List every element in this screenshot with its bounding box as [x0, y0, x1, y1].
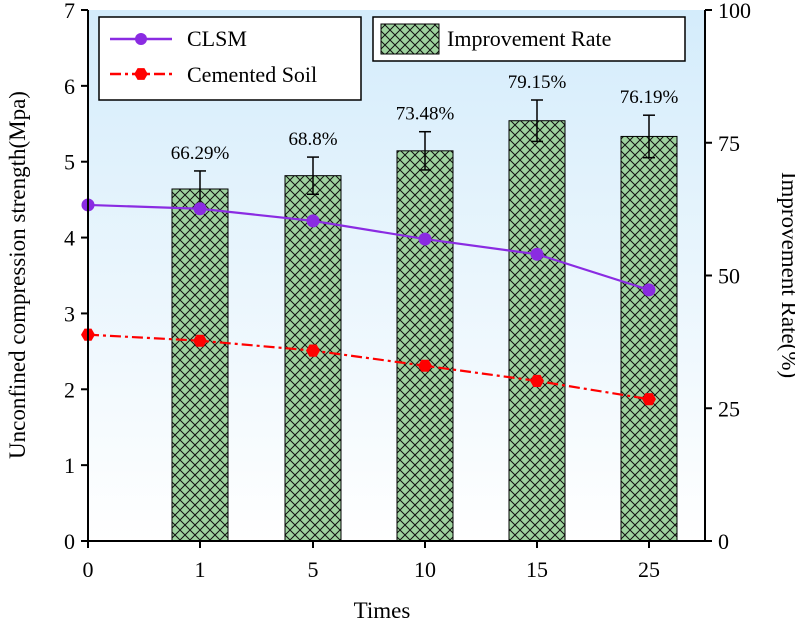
data-label-5: 68.8% — [288, 129, 337, 150]
x-tick-label-15: 15 — [526, 557, 548, 582]
line-clsm — [87, 203, 650, 291]
legend-lines: CLSM Cemented Soil — [98, 16, 362, 101]
y2-tick-label-75: 75 — [718, 131, 740, 156]
point-clsm-1 — [193, 202, 207, 216]
y2-tick-label-100: 100 — [718, 0, 751, 23]
y-tick-label-1: 1 — [64, 453, 75, 478]
point-cemented-soil-25 — [642, 393, 656, 406]
y-tick-label-0: 0 — [64, 529, 75, 554]
y2-tick-label-0: 0 — [718, 529, 729, 554]
point-clsm-15 — [530, 247, 544, 261]
point-clsm-5 — [306, 214, 320, 228]
point-cemented-soil-10 — [418, 359, 432, 372]
bars-layer — [171, 99, 678, 542]
y-axis-title: Unconfined compression strength(Mpa) — [5, 91, 30, 459]
data-label-15: 79.15% — [508, 72, 567, 93]
point-clsm-25 — [642, 283, 656, 297]
y-tick-label-2: 2 — [64, 377, 75, 402]
legend-improvement-label: Improvement Rate — [447, 26, 611, 51]
legend-box-lines — [98, 16, 362, 101]
x-tick-label-5: 5 — [308, 557, 319, 582]
x-tick-label-25: 25 — [638, 557, 660, 582]
bar-25 — [620, 135, 678, 542]
bar-15 — [508, 120, 566, 542]
y-tick-label-5: 5 — [64, 150, 75, 175]
point-cemented-soil-1 — [193, 334, 207, 347]
x-axis-title: Times — [354, 598, 411, 623]
point-clsm-10 — [418, 232, 432, 246]
y2-axis-title: Improvement Rate(%) — [777, 172, 795, 378]
x-tick-label-0: 0 — [83, 557, 94, 582]
y2-tick-label-50: 50 — [718, 264, 740, 289]
legend-clsm-label: CLSM — [187, 26, 247, 51]
y-tick-label-6: 6 — [64, 74, 75, 99]
legend-bars: Improvement Rate — [372, 16, 686, 62]
data-label-25: 76.19% — [620, 87, 679, 108]
x-tick-label-1: 1 — [195, 557, 206, 582]
legend-improvement-swatch — [380, 23, 440, 55]
y-tick-label-3: 3 — [64, 301, 75, 326]
legend-cemented-marker — [134, 68, 148, 80]
data-label-10: 73.48% — [396, 104, 455, 125]
bar-5 — [284, 175, 342, 542]
line-cemented-soil — [87, 333, 650, 401]
point-cemented-soil-5 — [306, 344, 320, 357]
x-tick-label-10: 10 — [414, 557, 436, 582]
bar-1 — [171, 188, 229, 542]
data-label-1: 66.29% — [171, 143, 230, 164]
y-tick-label-4: 4 — [64, 226, 75, 251]
bar-10 — [396, 150, 454, 542]
legend-cemented-label: Cemented Soil — [187, 62, 317, 87]
y2-tick-label-25: 25 — [718, 396, 740, 421]
y-tick-label-7: 7 — [64, 0, 75, 23]
legend-clsm-marker — [135, 33, 147, 45]
labels-layer: 66.29% 68.8% 73.48% 79.15% 76.19% — [171, 72, 679, 164]
point-cemented-soil-15 — [530, 374, 544, 387]
